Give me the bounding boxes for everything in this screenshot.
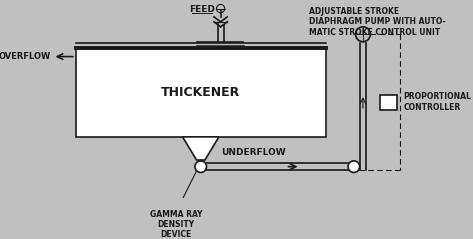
Text: THICKENER: THICKENER <box>161 86 240 99</box>
Circle shape <box>356 27 370 42</box>
Text: ADJUSTABLE STROKE
DIAPHRAGM PUMP WITH AUTO-
MATIC STROKE CONTROL UNIT: ADJUSTABLE STROKE DIAPHRAGM PUMP WITH AU… <box>309 7 446 37</box>
Circle shape <box>348 161 359 173</box>
Circle shape <box>195 161 207 173</box>
Text: FEED: FEED <box>190 5 215 14</box>
Bar <box>380 95 397 109</box>
Text: OVERFLOW: OVERFLOW <box>0 52 51 61</box>
Bar <box>76 48 326 137</box>
Text: UNDERFLOW: UNDERFLOW <box>221 148 286 157</box>
Text: GAMMA RAY
DENSITY
DEVICE: GAMMA RAY DENSITY DEVICE <box>149 210 202 239</box>
Polygon shape <box>183 137 219 160</box>
Text: PROPORTIONAL
CONTROLLER: PROPORTIONAL CONTROLLER <box>403 92 472 112</box>
